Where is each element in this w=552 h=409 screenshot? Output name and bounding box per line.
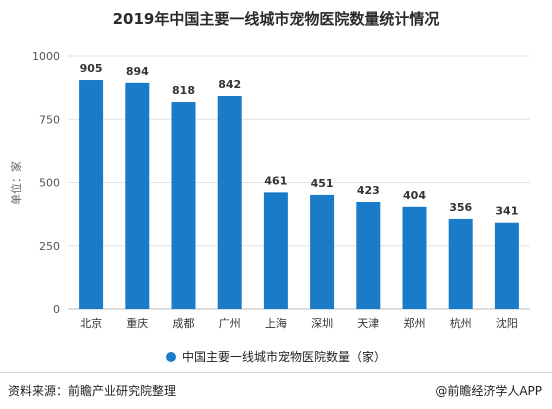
bar — [217, 95, 242, 309]
chart-title: 2019年中国主要一线城市宠物医院数量统计情况 — [112, 10, 440, 28]
bars — [79, 80, 519, 310]
bar — [171, 102, 196, 310]
x-tick-label: 沈阳 — [496, 316, 518, 330]
bar — [79, 80, 104, 309]
y-tick-label: 750 — [39, 113, 60, 126]
data-label: 404 — [403, 189, 426, 202]
y-tick-label: 1000 — [32, 50, 60, 63]
data-label: 423 — [357, 184, 380, 197]
data-label: 356 — [449, 201, 472, 214]
x-tick-label: 杭州 — [450, 316, 472, 330]
x-tick-label: 深圳 — [311, 317, 333, 330]
data-label: 461 — [264, 174, 287, 187]
bar — [402, 206, 427, 309]
y-tick-label: 500 — [39, 177, 60, 190]
legend-label: 中国主要一线城市宠物医院数量（家） — [181, 350, 386, 364]
data-label: 894 — [126, 65, 149, 78]
x-tick-label: 重庆 — [126, 316, 148, 330]
x-tick-label: 广州 — [219, 317, 241, 330]
y-axis-ticks: 0 250 500 750 1000 — [32, 50, 60, 316]
x-axis-ticks: 北京 重庆 成都 广州 上海 深圳 天津 郑州 杭州 沈阳 — [80, 316, 518, 330]
footer-divider — [0, 372, 552, 373]
bar — [494, 222, 519, 309]
y-tick-label: 250 — [39, 240, 60, 253]
data-label: 451 — [311, 177, 334, 190]
bar — [448, 218, 473, 309]
y-tick-label: 0 — [53, 303, 60, 316]
x-tick-label: 北京 — [80, 316, 102, 330]
data-label: 905 — [80, 62, 103, 75]
data-label: 818 — [172, 84, 195, 97]
data-label: 842 — [218, 78, 241, 91]
x-tick-label: 天津 — [357, 317, 379, 330]
x-tick-label: 上海 — [265, 316, 287, 330]
bar — [356, 201, 381, 309]
x-tick-label: 郑州 — [404, 316, 426, 330]
footer: 资料来源：前瞻产业研究院整理 @前瞻经济学人APP — [0, 372, 552, 409]
y-axis-label: 单位：家 — [9, 161, 23, 205]
bar-chart: 0 250 500 750 1000 905 894 818 842 461 451 423 404 3… — [9, 50, 530, 330]
data-labels: 905 894 818 842 461 451 423 404 356 341 — [80, 62, 519, 218]
source-note: 资料来源：前瞻产业研究院整理 — [8, 384, 177, 398]
bar — [125, 82, 150, 310]
bar — [310, 194, 335, 309]
bar — [263, 192, 288, 309]
data-label: 341 — [495, 205, 518, 218]
legend-swatch — [165, 352, 176, 362]
legend: 中国主要一线城市宠物医院数量（家） — [0, 348, 552, 365]
brand-credit: @前瞻经济学人APP — [435, 384, 542, 398]
x-tick-label: 成都 — [173, 317, 195, 330]
